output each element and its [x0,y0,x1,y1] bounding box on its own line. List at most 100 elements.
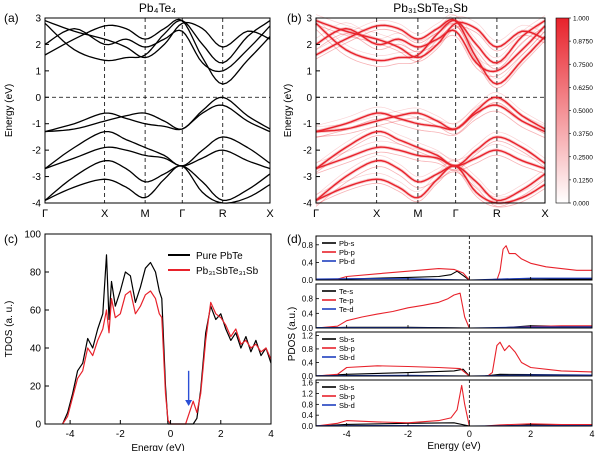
colorbar-tick-label: 1.000 [573,16,590,23]
tdos-series-line [62,254,272,425]
y-tick-label: 0.4 [302,411,314,420]
plot-frame [315,379,593,427]
y-tick-label: 40 [30,344,42,355]
unfolded-band-shadow [315,140,546,163]
y-tick-label: 0.8 [302,241,314,250]
y-tick-label: 80 [30,268,42,279]
band-line [44,18,271,85]
unfolded-band-line [315,146,546,170]
y-tick-label: 0 [306,93,312,104]
unfolded-band-shadow [315,169,546,208]
y-tick-label: 3 [35,14,41,25]
band-line [44,130,271,170]
legend-label: Pure PbTe [196,251,243,262]
y-tick-label: -1 [303,119,312,130]
pdos-series-line [315,368,593,377]
legend-label: Te-d [339,305,354,314]
panel-label: (c) [4,232,18,246]
unfolded-band-shadow [315,22,546,89]
legend-label: Pb₃₁SbTe₃₁Sb [196,266,259,277]
pdos-series-line [315,245,592,281]
unfolded-band-line [315,25,546,73]
unfolded-band-shadow [315,24,546,62]
unfolded-band-line [315,159,546,202]
k-point-label: R [493,208,501,220]
unfolded-band-shadow [315,91,546,127]
y-tick-label: 0.4 [302,358,314,367]
unfolded-band-shadow [315,15,546,59]
colorbar-tick-label: 0.3750 [573,131,593,138]
colorbar-tick-label: 0.6250 [573,85,593,92]
k-point-label: Γ [42,208,48,220]
y-tick-label: 1 [306,66,312,77]
colorbar-tick-label: 0.000 [573,201,590,208]
unfolded-band-shadow [315,151,546,174]
panel-title: Pb₃₁SbTe₃₁Sb [393,1,468,15]
tdos-series-line [62,290,272,425]
y-tick-label: 0.0 [302,422,314,431]
panel-label: (d) [287,232,302,246]
y-tick-label: 0.8 [302,345,314,354]
unfolded-band-shadow [315,110,546,138]
y-tick-label: 0.8 [302,295,314,304]
plot-frame [315,283,593,329]
y-tick-label: 1 [35,66,41,77]
x-tick-label: 4 [268,429,274,440]
legend-label: Sb-p [339,392,355,401]
y-axis-label: PDOS (a.u.) [287,307,298,361]
x-tick-label: 2 [218,429,224,440]
k-point-label: X [373,208,381,220]
y-tick-label: -1 [32,119,41,130]
legend-label: Sb-s [339,335,355,344]
unfolded-band-shadow [315,126,546,164]
k-point-label: M [413,208,422,220]
panel-label: (a) [4,11,19,25]
band-line [44,165,271,204]
y-tick-label: 20 [30,382,42,393]
unfolded-band-line [315,104,546,133]
panel-title: Pb₄Te₄ [139,1,176,15]
unfolded-band-line [315,19,546,64]
legend-label: Te-s [339,287,353,296]
plot-frame [315,331,593,377]
unfolded-band-line [315,96,546,133]
unfolded-band-shadow [315,155,546,196]
y-tick-label: 0.4 [302,309,314,318]
colorbar-tick-label: 0.1250 [573,177,593,184]
x-tick-label: -4 [343,429,351,439]
pdos-series-line [315,384,592,427]
unfolded-band-shadow [315,159,546,198]
y-tick-label: 0 [35,93,41,104]
k-point-label: Γ [179,208,185,220]
unfolded-band-shadow [315,14,546,52]
x-tick-label: 4 [589,429,594,439]
x-tick-label: 2 [528,429,533,439]
y-tick-label: 0.0 [302,324,314,333]
y-tick-label: -2 [32,146,41,157]
legend-label: Sb-d [339,353,355,362]
unfolded-band-shadow [315,13,546,80]
y-axis-label: Energy (eV) [4,84,15,137]
legend-label: Te-p [339,296,354,305]
x-tick-label: 0 [467,429,472,439]
legend-label: Sb-s [339,383,355,392]
k-point-label: R [219,208,227,220]
plot-frame [315,235,593,281]
x-axis-label: Energy (eV) [131,443,184,451]
legend-label: Sb-d [339,401,355,410]
y-tick-label: -3 [303,172,312,183]
colorbar [555,17,570,204]
colorbar-tick-label: 0.2500 [573,154,593,161]
k-point-label: X [101,208,109,220]
y-tick-label: -4 [32,199,41,210]
k-point-label: X [541,208,549,220]
unfolded-band-shadow [315,26,546,70]
band-line [44,25,271,73]
band-line [44,159,271,202]
band-line [44,146,271,170]
unfolded-band-shadow [315,135,546,173]
k-point-label: Γ [313,208,319,220]
colorbar-tick-label: 0.7500 [573,62,593,69]
y-tick-label: 0 [35,420,41,431]
x-tick-label: 0 [168,429,174,440]
